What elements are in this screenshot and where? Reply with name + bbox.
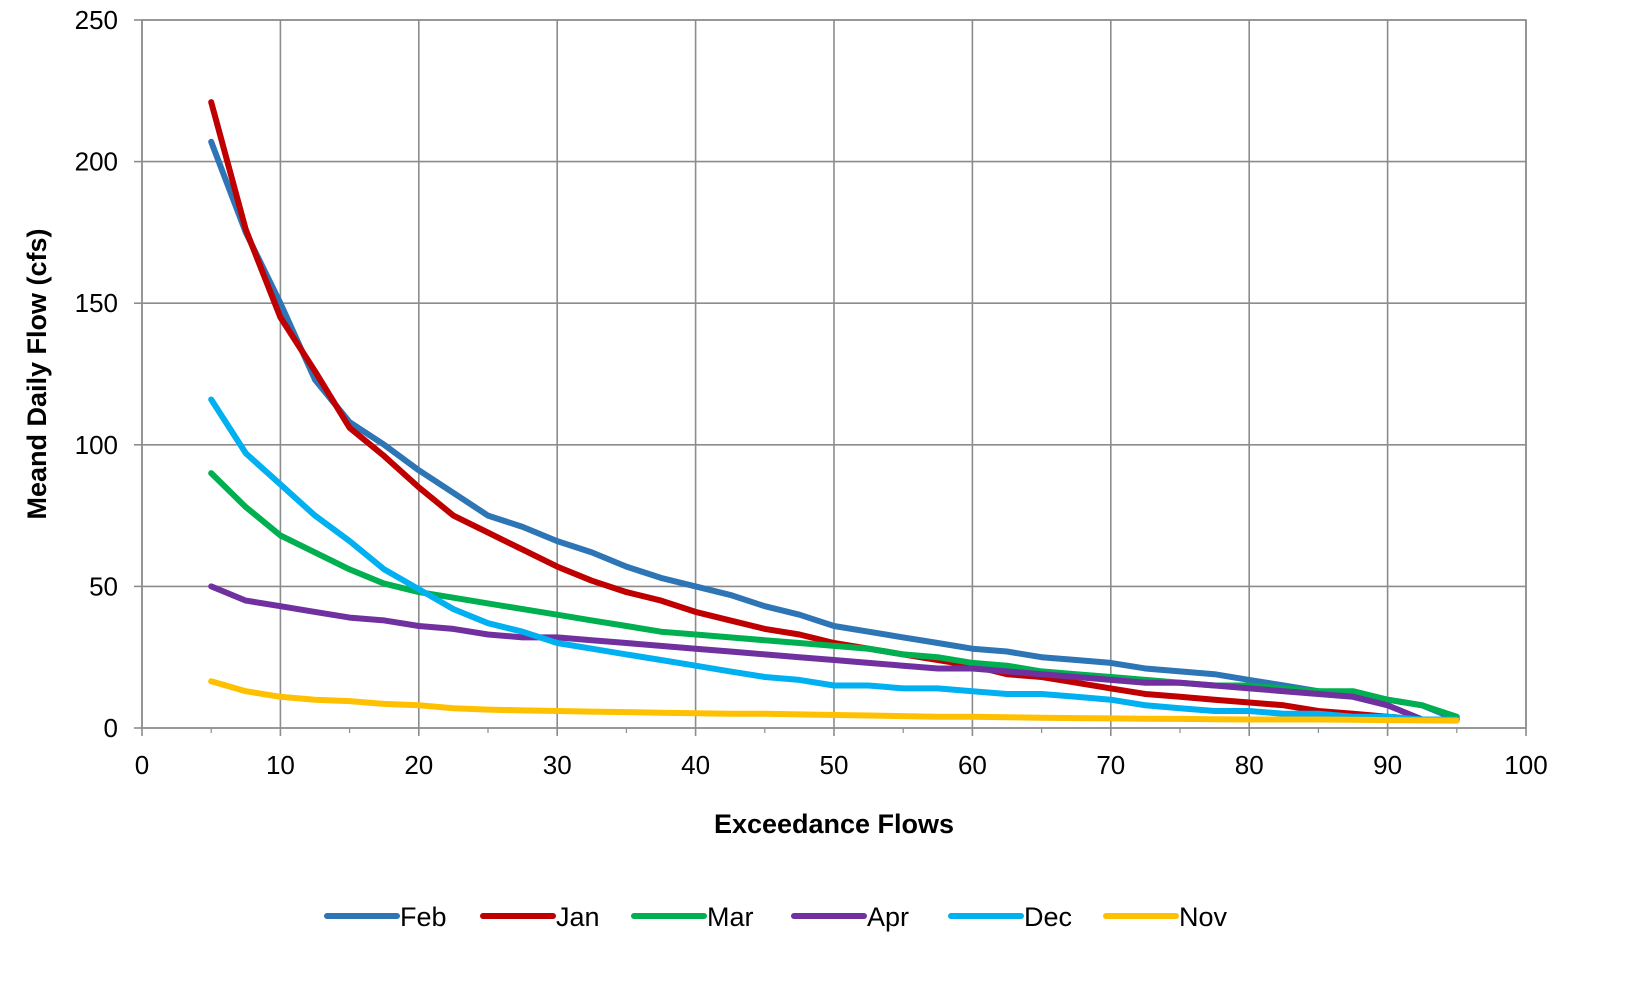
y-axis-title: Meand Daily Flow (cfs)	[22, 228, 52, 519]
x-tick-label: 20	[404, 750, 433, 780]
x-tick-label: 40	[681, 750, 710, 780]
series-line-feb	[208, 138, 1460, 723]
plot-border	[141, 19, 1527, 729]
tick-labels: 0 10 20 30 40 50 60 70 80 90 100 0 50 100 150 200 250	[75, 5, 1548, 780]
legend-label-jan: Jan	[556, 902, 600, 932]
x-tick-label: 70	[1096, 750, 1125, 780]
series-line-dec	[208, 396, 1460, 723]
x-tick-label: 60	[958, 750, 987, 780]
y-tick-label: 50	[89, 571, 118, 601]
grid	[141, 19, 1527, 729]
legend-label-feb: Feb	[400, 902, 447, 932]
y-tick-label: 100	[75, 430, 118, 460]
x-tick-label: 100	[1504, 750, 1547, 780]
y-tick-label: 150	[75, 288, 118, 318]
legend-label-apr: Apr	[867, 902, 909, 932]
x-tick-label: 50	[820, 750, 849, 780]
x-tick-label: 30	[543, 750, 572, 780]
x-tick-label: 0	[135, 750, 149, 780]
x-axis-title: Exceedance Flows	[714, 809, 954, 839]
legend-label-mar: Mar	[707, 902, 754, 932]
legend: Feb Jan Mar Apr Dec Nov	[324, 902, 1228, 932]
x-tick-label: 80	[1235, 750, 1264, 780]
x-tick-label: 90	[1373, 750, 1402, 780]
y-tick-label: 0	[104, 713, 118, 743]
y-tick-label: 200	[75, 147, 118, 177]
series-line-apr	[208, 583, 1460, 723]
x-tick-label: 10	[266, 750, 295, 780]
legend-label-dec: Dec	[1024, 902, 1072, 932]
series-line-nov	[208, 678, 1460, 724]
y-tick-label: 250	[75, 5, 118, 35]
legend-label-nov: Nov	[1179, 902, 1228, 932]
series-lines	[208, 99, 1460, 724]
axes	[134, 19, 1527, 736]
